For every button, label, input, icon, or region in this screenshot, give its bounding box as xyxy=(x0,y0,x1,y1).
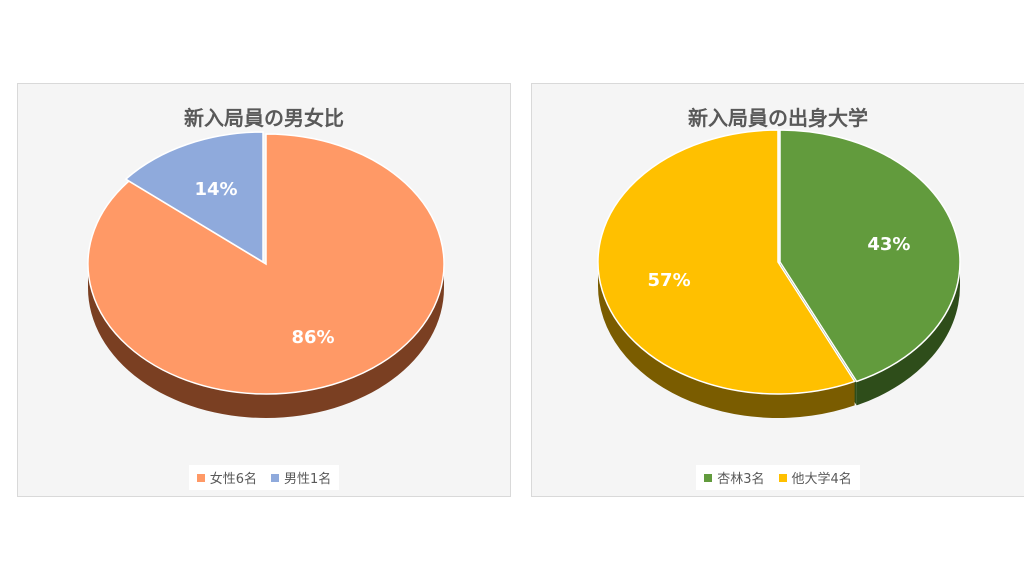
data-label: 57% xyxy=(648,270,691,291)
legend: 杏林3名 他大学4名 xyxy=(532,465,1024,490)
pie-slice-side xyxy=(598,262,855,418)
pie-slice xyxy=(597,129,856,395)
chart-title: 新入局員の男女比 xyxy=(184,106,344,130)
pie-slice-side xyxy=(856,262,960,406)
legend-entry: 他大学4名 xyxy=(778,468,852,487)
legend-entry: 杏林3名 xyxy=(704,468,765,487)
data-label: 86% xyxy=(291,327,334,348)
legend-label: 女性6名 xyxy=(209,472,257,487)
pie-slice xyxy=(124,131,264,264)
legend-swatch xyxy=(778,473,787,482)
legend: 女性6名 男性1名 xyxy=(18,465,510,490)
data-label: 14% xyxy=(194,179,237,200)
pie-slice xyxy=(87,133,445,395)
legend-label: 杏林3名 xyxy=(717,472,765,487)
pie-slice-side xyxy=(88,264,444,418)
legend-swatch xyxy=(704,473,713,482)
chart-title: 新入局員の出身大学 xyxy=(688,106,868,130)
legend-entry: 女性6名 xyxy=(196,468,257,487)
legend-label: 男性1名 xyxy=(284,472,332,487)
legend-swatch xyxy=(271,473,279,482)
data-label: 43% xyxy=(867,234,910,255)
chart-gender-ratio: 新入局員の男女比 86% 14% 女性6名 男性1名 xyxy=(17,83,511,497)
chart-university-origin: 新入局員の出身大学 43% 57% 杏林3名 他大学4名 xyxy=(531,83,1024,497)
legend-entry: 男性1名 xyxy=(271,468,331,487)
pie-chart: 43% 57% xyxy=(597,129,961,418)
pie-slice xyxy=(779,129,961,383)
legend-swatch xyxy=(196,473,205,482)
pie-chart: 86% 14% xyxy=(87,131,445,418)
legend-label: 他大学4名 xyxy=(791,472,852,487)
